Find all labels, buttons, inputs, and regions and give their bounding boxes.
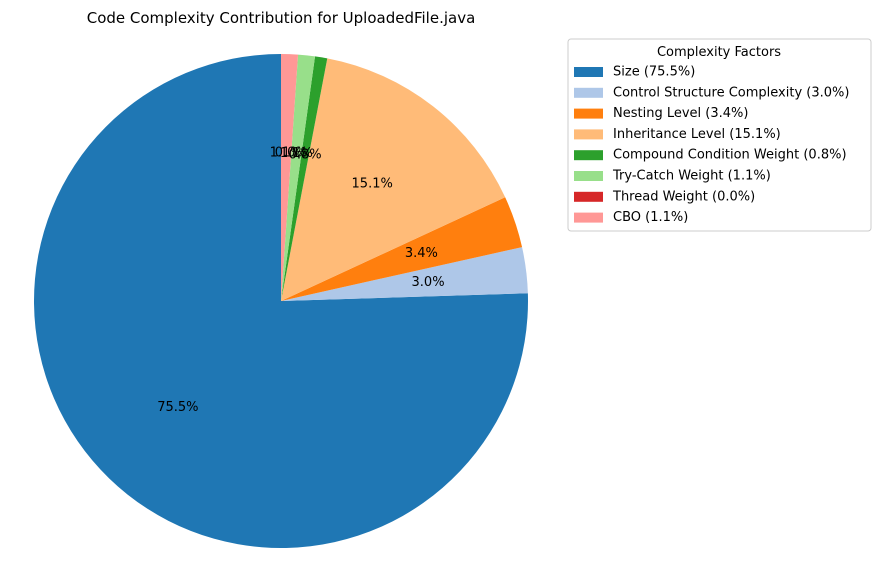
pie-percent-label-0: 75.5% <box>157 400 198 415</box>
legend: Complexity Factors Size (75.5%) Control S… <box>567 38 872 232</box>
legend-frame <box>567 38 872 232</box>
legend-label-6: Thread Weight (0.0%) <box>612 189 755 204</box>
chart-title: Code Complexity Contribution for Uploade… <box>87 9 476 27</box>
legend-label-5: Try-Catch Weight (1.1%) <box>612 169 771 184</box>
legend-swatch-6 <box>574 191 603 202</box>
legend-title: Complexity Factors <box>657 45 781 60</box>
pie-slice-3 <box>281 58 506 302</box>
legend-swatch-5 <box>574 171 603 181</box>
pie-slices <box>34 54 529 549</box>
legend-label-2: Nesting Level (3.4%) <box>613 106 748 121</box>
pie-percent-label-3: 15.1% <box>352 177 393 192</box>
pie-slice-1 <box>281 247 528 301</box>
legend-swatch-4 <box>574 150 603 161</box>
legend-swatch-7 <box>574 212 603 223</box>
pie-percent-label-6: 0.0% <box>275 146 308 161</box>
pie-percent-label-5: 1.1% <box>280 146 313 161</box>
pie-slice-7 <box>281 54 299 301</box>
pie-slice-5 <box>281 54 316 302</box>
pie-percent-label-2: 3.4% <box>405 246 438 261</box>
pie-percent-label-4: 0.8% <box>289 147 322 162</box>
legend-swatch-1 <box>574 87 603 98</box>
legend-label-3: Inheritance Level (15.1%) <box>613 127 781 142</box>
pie-percent-labels: 75.5% 3.0% 3.4% 15.1% 0.8%1.1%0.0%1.1% <box>157 145 444 415</box>
legend-swatch-0 <box>574 67 603 77</box>
pie-percent-label-1: 3.0% <box>412 275 445 290</box>
legend-label-7: CBO (1.1%) <box>613 210 688 225</box>
pie-percent-label-7: 1.1% <box>270 145 303 160</box>
legend-label-1: Control Structure Complexity (3.0%) <box>613 85 849 100</box>
pie-slice-0 <box>34 54 529 549</box>
legend-label-0: Size (75.5%) <box>613 65 695 80</box>
legend-items: Size (75.5%) Control Structure Complexity… <box>574 65 849 225</box>
pie-slice-4 <box>281 56 328 301</box>
pie-slice-2 <box>281 197 523 301</box>
legend-swatch-2 <box>574 108 603 119</box>
legend-swatch-3 <box>574 129 603 140</box>
legend-label-4: Compound Condition Weight (0.8%) <box>613 148 847 163</box>
